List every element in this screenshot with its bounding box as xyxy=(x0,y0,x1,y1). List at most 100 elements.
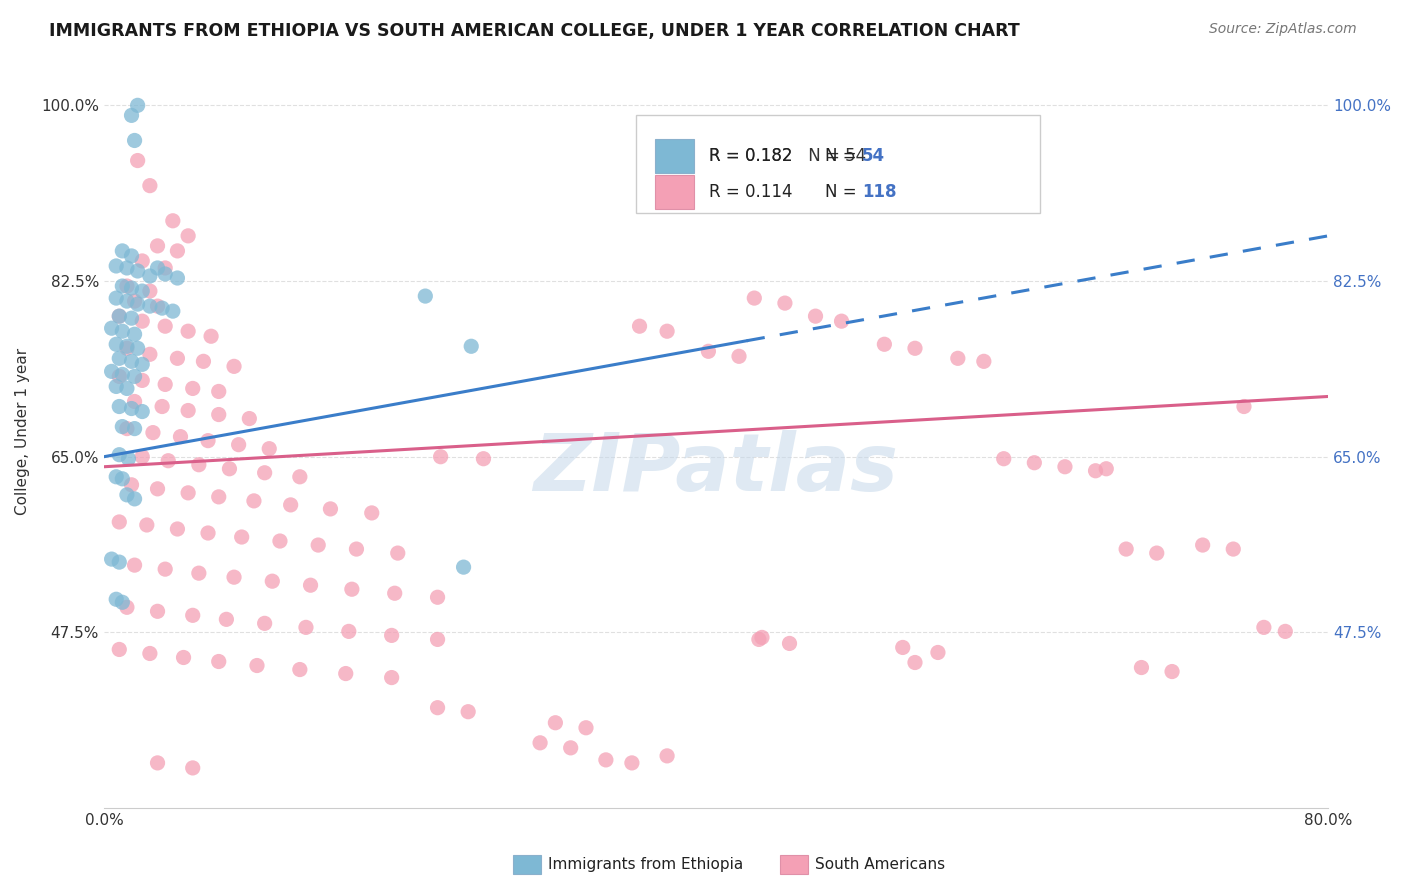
Point xyxy=(139,647,162,661)
Point xyxy=(1146,546,1168,560)
Point xyxy=(288,663,311,677)
Point xyxy=(742,291,765,305)
Point xyxy=(253,616,276,631)
Point xyxy=(139,284,162,298)
Text: IMMIGRANTS FROM ETHIOPIA VS SOUTH AMERICAN COLLEGE, UNDER 1 YEAR CORRELATION CHA: IMMIGRANTS FROM ETHIOPIA VS SOUTH AMERIC… xyxy=(49,22,1019,40)
Point xyxy=(142,425,165,440)
Point xyxy=(529,736,551,750)
Point xyxy=(124,133,146,147)
Point xyxy=(135,518,157,533)
Text: R = 0.182: R = 0.182 xyxy=(709,147,792,165)
Point xyxy=(115,341,138,355)
Point xyxy=(457,705,479,719)
Point xyxy=(620,756,643,770)
Point xyxy=(139,299,162,313)
Point xyxy=(246,658,269,673)
Point xyxy=(146,299,169,313)
Point xyxy=(381,671,404,685)
Point xyxy=(105,379,128,393)
Point xyxy=(1233,400,1256,414)
Point xyxy=(222,359,245,374)
Text: 118: 118 xyxy=(862,183,896,202)
Point xyxy=(595,753,617,767)
Point xyxy=(575,721,598,735)
Point xyxy=(728,349,751,363)
Point xyxy=(831,314,853,328)
Point xyxy=(115,339,138,353)
Text: ZIPatlas: ZIPatlas xyxy=(533,430,898,508)
Point xyxy=(993,451,1015,466)
Point xyxy=(115,600,138,615)
Point xyxy=(177,403,200,417)
Point xyxy=(153,260,176,275)
Point xyxy=(1191,538,1213,552)
Point xyxy=(131,373,153,387)
Point xyxy=(280,498,302,512)
Point xyxy=(472,451,495,466)
Point xyxy=(162,214,184,228)
Point xyxy=(150,400,173,414)
Point xyxy=(121,401,143,416)
Point xyxy=(387,546,409,560)
Point xyxy=(429,450,451,464)
Point xyxy=(121,311,143,326)
Point xyxy=(1161,665,1184,679)
Point xyxy=(146,604,169,618)
Point xyxy=(426,591,449,605)
Point xyxy=(181,608,204,623)
Point xyxy=(121,108,143,122)
Point xyxy=(127,153,149,168)
Point xyxy=(111,244,134,258)
Point xyxy=(124,421,146,435)
Point xyxy=(121,249,143,263)
Point xyxy=(197,434,219,448)
Point xyxy=(139,268,162,283)
Point xyxy=(1253,620,1275,634)
Point xyxy=(127,264,149,278)
Point xyxy=(108,448,131,462)
Y-axis label: College, Under 1 year: College, Under 1 year xyxy=(15,348,30,516)
Point xyxy=(426,700,449,714)
Point xyxy=(100,552,122,566)
Point xyxy=(127,297,149,311)
Text: South Americans: South Americans xyxy=(815,857,946,871)
Point xyxy=(111,279,134,293)
Point xyxy=(131,357,153,371)
Point xyxy=(299,578,322,592)
Bar xyxy=(655,139,695,173)
Point xyxy=(228,437,250,451)
Point xyxy=(131,314,153,328)
Point xyxy=(108,642,131,657)
Point xyxy=(108,400,131,414)
Point xyxy=(139,347,162,361)
Point xyxy=(1274,624,1296,639)
Point xyxy=(139,178,162,193)
Point xyxy=(253,466,276,480)
Bar xyxy=(655,176,695,210)
Point xyxy=(257,442,280,456)
Point xyxy=(697,344,720,359)
Point xyxy=(100,364,122,378)
Point xyxy=(335,666,357,681)
Point xyxy=(1130,660,1153,674)
Point xyxy=(751,631,773,645)
Point xyxy=(157,454,180,468)
Point xyxy=(124,558,146,573)
Point xyxy=(173,650,195,665)
Point xyxy=(108,309,131,323)
Point xyxy=(346,542,368,557)
Point xyxy=(117,451,139,466)
Point xyxy=(655,324,678,338)
Point xyxy=(1024,456,1046,470)
Point xyxy=(873,337,896,351)
Point xyxy=(628,319,651,334)
Point xyxy=(131,254,153,268)
Point xyxy=(187,458,209,472)
Point xyxy=(111,324,134,338)
Point xyxy=(115,488,138,502)
Point xyxy=(177,324,200,338)
Point xyxy=(218,462,240,476)
Point xyxy=(166,271,188,285)
Point xyxy=(426,632,449,647)
Point xyxy=(131,404,153,418)
